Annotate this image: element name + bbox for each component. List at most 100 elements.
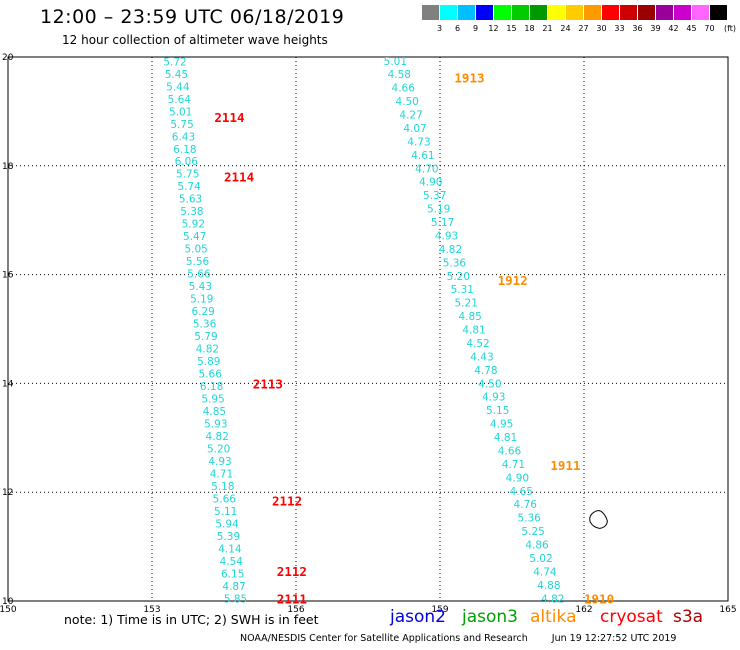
wave-height-value: 4.73 <box>407 136 430 148</box>
color-swatch <box>620 5 637 20</box>
wave-height-value: 5.01 <box>169 106 192 118</box>
color-swatch <box>566 5 583 20</box>
color-scale-label: 15 <box>506 24 517 33</box>
wave-height-value: 5.44 <box>166 81 190 93</box>
wave-height-value: 5.79 <box>194 331 217 343</box>
chart-title: 12:00 – 23:59 UTC 06/18/2019 <box>40 6 345 28</box>
wave-height-value: 4.52 <box>466 338 489 350</box>
wave-height-value: 5.36 <box>517 513 541 525</box>
color-swatch <box>476 5 493 20</box>
color-swatch <box>458 5 475 20</box>
pass-time-label: 2114 <box>224 170 254 185</box>
color-scale-label: 18 <box>524 24 535 33</box>
wave-height-value: 4.81 <box>462 325 485 337</box>
wave-height-value: 5.66 <box>187 269 211 281</box>
color-scale-label: 21 <box>542 24 553 33</box>
wave-height-value: 5.75 <box>170 119 193 131</box>
legend-item-altika: altika <box>530 607 577 627</box>
timestamp-text: Jun 19 12:27:52 UTC 2019 <box>551 633 677 644</box>
color-swatch <box>692 5 709 20</box>
color-swatch <box>656 5 673 20</box>
pass-time-label: 1913 <box>454 71 484 86</box>
wave-height-value: 6.18 <box>200 381 223 393</box>
color-scale-label: 70 <box>704 24 715 33</box>
wave-height-value: 5.47 <box>183 231 206 243</box>
wave-height-value: 5.72 <box>163 56 186 68</box>
wave-height-value: 5.20 <box>447 271 470 283</box>
wave-height-value: 5.66 <box>213 493 237 505</box>
latitude-tick-label: 20 <box>2 53 14 63</box>
pass-time-label: 2114 <box>214 110 244 125</box>
wave-height-value: 4.88 <box>537 580 560 592</box>
pass-time-label: 1910 <box>584 591 614 606</box>
pass-time-label: 2112 <box>272 493 302 508</box>
color-scale-unit: (ft) <box>724 24 737 33</box>
wave-height-value: 6.06 <box>175 156 199 168</box>
color-swatch <box>584 5 601 20</box>
color-swatch <box>440 5 457 20</box>
wave-height-value: 4.58 <box>388 69 411 81</box>
wave-height-value: 5.64 <box>168 94 192 106</box>
wave-height-value: 5.85 <box>224 593 247 605</box>
wave-height-value: 4.82 <box>206 431 229 443</box>
wave-height-value: 6.18 <box>173 144 196 156</box>
wave-height-value: 4.90 <box>419 177 442 189</box>
wave-height-value: 5.75 <box>176 169 199 181</box>
color-scale-label: 30 <box>596 24 607 33</box>
latitude-tick-label: 12 <box>2 488 13 498</box>
wave-height-value: 4.85 <box>458 311 481 323</box>
legend-item-s3a: s3a <box>673 607 704 627</box>
map-grid: 150 153 156 159 162 165 10 12 14 16 18 20 <box>0 53 737 615</box>
wave-height-value: 5.95 <box>201 393 224 405</box>
wave-height-value: 5.19 <box>190 294 213 306</box>
wave-height-value: 5.92 <box>182 219 205 231</box>
credit-text: NOAA/NESDIS Center for Satellite Applica… <box>240 633 528 644</box>
wave-height-value: 5.18 <box>211 481 234 493</box>
wave-height-value: 6.15 <box>221 568 244 580</box>
color-scale-label: 45 <box>686 24 697 33</box>
color-swatch <box>422 5 439 20</box>
color-scale-label: 36 <box>632 24 643 33</box>
wave-height-value: 4.54 <box>220 556 244 568</box>
color-scale-label: 24 <box>560 24 571 33</box>
island-outline <box>589 510 608 529</box>
latitude-tick-label: 14 <box>2 379 14 389</box>
wave-height-value: 4.82 <box>541 593 564 605</box>
legend-item-cryosat: cryosat <box>600 607 663 627</box>
wave-height-value: 4.66 <box>498 445 522 457</box>
longitude-tick-label: 153 <box>143 605 160 615</box>
longitude-tick-label: 159 <box>431 605 448 615</box>
wave-height-value: 4.87 <box>222 581 245 593</box>
wave-height-value: 4.78 <box>474 365 497 377</box>
wave-height-value: 4.07 <box>403 123 426 135</box>
color-swatch <box>494 5 511 20</box>
wave-height-value: 4.14 <box>218 543 242 555</box>
wave-height-value: 5.05 <box>184 244 207 256</box>
wave-height-value: 5.38 <box>180 206 203 218</box>
color-swatch <box>512 5 529 20</box>
wave-height-value: 4.93 <box>482 392 505 404</box>
wave-height-value: 4.82 <box>196 344 219 356</box>
wave-height-value: 5.17 <box>431 217 454 229</box>
longitude-tick-label: 150 <box>0 605 17 615</box>
color-scale-label: 6 <box>454 24 461 33</box>
wave-height-value: 5.36 <box>193 319 217 331</box>
wave-height-value: 5.66 <box>199 369 223 381</box>
wave-height-value: 4.90 <box>506 472 529 484</box>
time-labels: 2114 2114 2113 2112 2112 2111 1913 1912 1911 1910 <box>214 71 614 607</box>
wave-height-value: 4.43 <box>470 351 493 363</box>
wave-height-value: 4.85 <box>203 406 226 418</box>
pass-time-label: 2112 <box>277 564 307 579</box>
wave-height-value: 4.82 <box>439 244 462 256</box>
credit-footer: NOAA/NESDIS Center for Satellite Applica… <box>240 633 676 644</box>
wave-height-value: 4.81 <box>494 432 517 444</box>
units-note: note: 1) Time is in UTC; 2) SWH is in fe… <box>64 612 319 627</box>
wave-height-value: 5.20 <box>207 443 230 455</box>
color-swatch <box>530 5 547 20</box>
latitude-tick-label: 16 <box>2 271 14 281</box>
map-frame <box>7 56 729 602</box>
color-scale-label: 27 <box>578 24 589 33</box>
pass-time-label: 1911 <box>550 458 580 473</box>
latitude-tick-label: 10 <box>2 597 14 607</box>
color-swatch <box>710 5 727 20</box>
